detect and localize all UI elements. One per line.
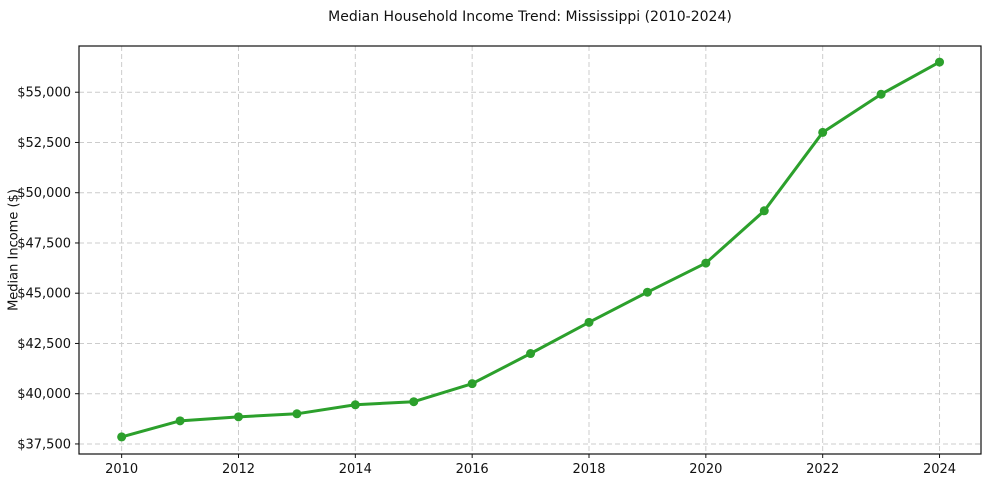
data-point xyxy=(818,127,828,137)
data-point xyxy=(935,57,945,67)
y-tick-label: $55,000 xyxy=(17,86,71,101)
x-tick-label: 2020 xyxy=(689,462,722,477)
x-tick-label: 2016 xyxy=(456,462,489,477)
y-tick-label: $37,500 xyxy=(17,437,71,452)
plot-border xyxy=(78,45,982,455)
x-tick-label: 2014 xyxy=(339,462,372,477)
data-point xyxy=(701,258,711,268)
y-tick-label: $40,000 xyxy=(17,387,71,402)
x-tick-label: 2012 xyxy=(222,462,255,477)
y-tick-label: $50,000 xyxy=(17,186,71,201)
income-line-series xyxy=(120,60,942,439)
x-tick-label: 2010 xyxy=(105,462,138,477)
y-tick-label: $42,500 xyxy=(17,337,71,352)
data-point xyxy=(759,206,769,216)
x-tick-label: 2022 xyxy=(806,462,839,477)
data-point xyxy=(584,317,594,327)
x-tick-label: 2018 xyxy=(572,462,605,477)
data-point xyxy=(117,432,127,442)
data-point xyxy=(409,397,419,407)
data-point xyxy=(467,379,477,389)
data-point xyxy=(233,412,243,422)
data-point xyxy=(876,89,886,99)
y-tick-label: $45,000 xyxy=(17,287,71,302)
x-tick-label: 2024 xyxy=(923,462,956,477)
chart-title: Median Household Income Trend: Mississip… xyxy=(328,9,732,25)
data-point xyxy=(642,287,652,297)
data-point xyxy=(292,409,302,419)
data-point xyxy=(526,349,536,359)
data-point xyxy=(175,416,185,426)
y-tick-label: $52,500 xyxy=(17,136,71,151)
y-tick-label: $47,500 xyxy=(17,236,71,251)
data-point xyxy=(350,400,360,410)
